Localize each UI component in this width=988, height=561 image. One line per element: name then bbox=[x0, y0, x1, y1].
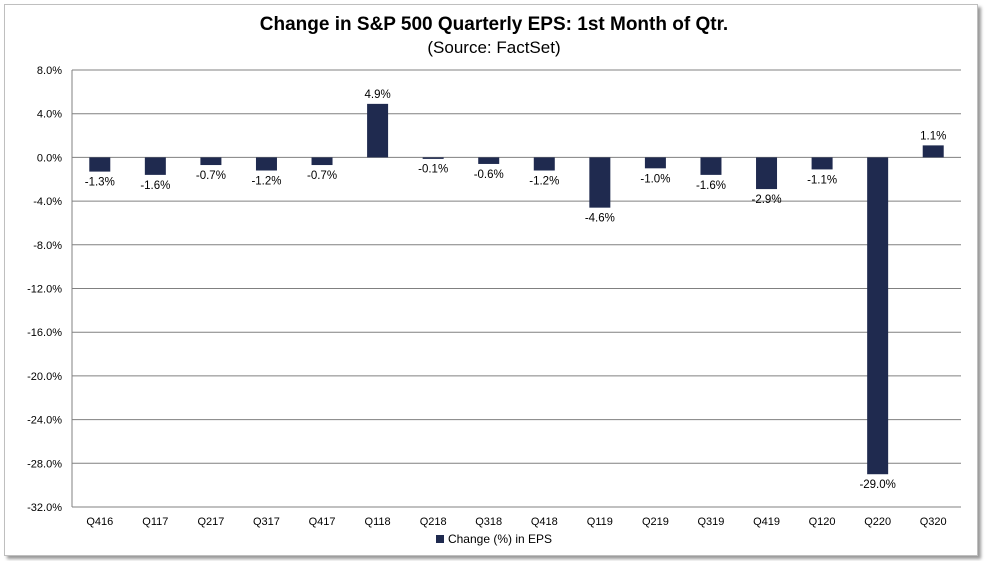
bar bbox=[811, 157, 833, 170]
data-label: -0.7% bbox=[307, 170, 337, 182]
data-label: -1.3% bbox=[85, 177, 115, 189]
y-tick-label: 8.0% bbox=[37, 65, 62, 77]
data-label: 4.9% bbox=[364, 89, 390, 101]
data-label: -0.1% bbox=[418, 163, 448, 175]
chart-frame bbox=[4, 4, 978, 556]
y-tick-label: 0.0% bbox=[37, 152, 62, 164]
chart-title: Change in S&P 500 Quarterly EPS: 1st Mon… bbox=[259, 14, 729, 35]
data-label: 1.1% bbox=[920, 130, 946, 142]
bar bbox=[756, 157, 778, 190]
x-tick-label: Q220 bbox=[864, 516, 891, 528]
y-tick-label: -16.0% bbox=[27, 327, 62, 339]
y-tick-label: -28.0% bbox=[27, 458, 62, 470]
x-tick-label: Q120 bbox=[809, 516, 836, 528]
x-tick-label: Q416 bbox=[86, 516, 113, 528]
data-label: -0.7% bbox=[196, 170, 226, 182]
data-label: -1.6% bbox=[696, 180, 726, 192]
bar bbox=[200, 157, 222, 166]
x-tick-label: Q118 bbox=[365, 516, 391, 528]
bar bbox=[144, 157, 166, 175]
bar bbox=[367, 103, 389, 158]
data-label: -1.1% bbox=[807, 174, 837, 186]
bar bbox=[422, 157, 444, 159]
x-tick-label: Q320 bbox=[920, 516, 947, 528]
bar bbox=[700, 157, 722, 175]
y-tick-label: -4.0% bbox=[33, 196, 62, 208]
data-label: -4.6% bbox=[585, 213, 615, 225]
data-label: -29.0% bbox=[859, 479, 895, 491]
y-tick-label: -8.0% bbox=[33, 240, 62, 252]
data-label: -0.6% bbox=[474, 169, 504, 181]
bar bbox=[478, 157, 500, 164]
x-tick-label: Q418 bbox=[531, 516, 558, 528]
bar bbox=[867, 157, 889, 475]
x-tick-label: Q119 bbox=[587, 516, 613, 528]
data-label: -1.2% bbox=[529, 176, 559, 188]
bar bbox=[311, 157, 333, 166]
bar bbox=[922, 145, 944, 158]
bar bbox=[644, 157, 666, 169]
data-label: -1.0% bbox=[640, 173, 670, 185]
bar bbox=[89, 157, 111, 172]
chart-subtitle: (Source: FactSet) bbox=[427, 38, 561, 57]
legend-label: Change (%) in EPS bbox=[447, 532, 553, 546]
legend: Change (%) in EPS bbox=[0, 532, 988, 546]
x-tick-label: Q319 bbox=[698, 516, 725, 528]
x-tick-label: Q419 bbox=[753, 516, 780, 528]
y-tick-label: -24.0% bbox=[27, 415, 62, 427]
data-label: -2.9% bbox=[752, 194, 782, 206]
y-tick-label: 4.0% bbox=[37, 109, 62, 121]
y-tick-label: -12.0% bbox=[27, 284, 62, 296]
y-tick-label: -20.0% bbox=[27, 371, 62, 383]
x-tick-label: Q417 bbox=[309, 516, 336, 528]
bar bbox=[255, 157, 277, 171]
x-tick-label: Q218 bbox=[420, 516, 447, 528]
x-tick-label: Q117 bbox=[142, 516, 168, 528]
x-tick-label: Q318 bbox=[475, 516, 502, 528]
bar bbox=[533, 157, 555, 171]
data-label: -1.6% bbox=[140, 180, 170, 192]
data-label: -1.2% bbox=[251, 176, 281, 188]
bar bbox=[589, 157, 611, 208]
y-tick-label: -32.0% bbox=[27, 502, 62, 514]
x-tick-label: Q219 bbox=[642, 516, 669, 528]
x-tick-label: Q217 bbox=[197, 516, 224, 528]
legend-swatch bbox=[435, 535, 444, 543]
x-tick-label: Q317 bbox=[253, 516, 280, 528]
